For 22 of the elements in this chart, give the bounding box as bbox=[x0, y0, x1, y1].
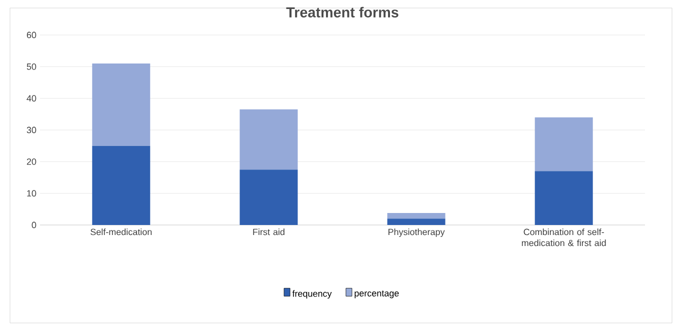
x-tick-label: Self-medication bbox=[90, 228, 152, 236]
bar bbox=[240, 170, 298, 225]
bar bbox=[387, 218, 446, 225]
legend-label: frequency bbox=[292, 290, 332, 299]
bar bbox=[387, 212, 446, 219]
x-tick-label: Combination of self-medication & first aid bbox=[522, 228, 606, 246]
y-tick-label: 10 bbox=[27, 190, 36, 197]
chart-title: Treatment forms bbox=[286, 6, 398, 18]
bar bbox=[240, 109, 298, 170]
legend-label: percentage bbox=[354, 290, 399, 298]
bar bbox=[92, 146, 150, 225]
y-tick-label: 30 bbox=[26, 126, 36, 134]
bar bbox=[92, 63, 150, 146]
y-tick-label: 20 bbox=[26, 158, 36, 165]
y-tick-label: 0 bbox=[32, 222, 36, 228]
x-tick-label: Physiotherapy bbox=[388, 228, 445, 237]
y-tick-label: 50 bbox=[26, 63, 36, 70]
bar bbox=[534, 171, 593, 225]
x-tick-label: First aid bbox=[253, 228, 284, 236]
y-tick-label: 60 bbox=[26, 32, 36, 38]
y-tick-label: 40 bbox=[26, 95, 36, 102]
bar bbox=[534, 117, 593, 172]
